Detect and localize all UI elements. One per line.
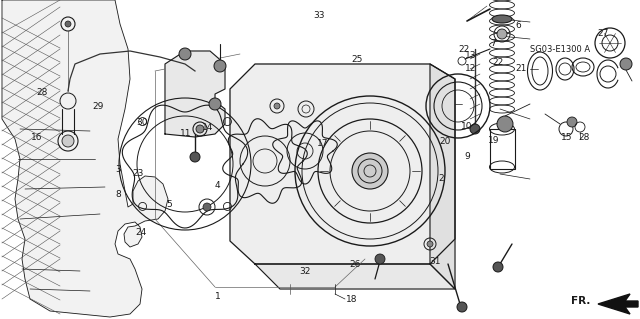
- Text: 11: 11: [180, 130, 191, 138]
- Circle shape: [375, 254, 385, 264]
- Text: 26: 26: [349, 260, 361, 269]
- Text: 29: 29: [92, 102, 104, 111]
- Text: 2: 2: [439, 174, 444, 183]
- Text: 20: 20: [439, 137, 451, 146]
- Text: 24: 24: [135, 228, 147, 237]
- Bar: [490, 129, 515, 169]
- Text: 30: 30: [136, 118, 148, 127]
- Text: 22: 22: [492, 58, 504, 67]
- Text: 4: 4: [215, 181, 220, 189]
- Text: 23: 23: [132, 169, 143, 178]
- Text: 1: 1: [215, 292, 220, 301]
- Circle shape: [196, 125, 204, 133]
- Text: 28: 28: [578, 133, 589, 142]
- Text: 33: 33: [313, 11, 324, 20]
- Polygon shape: [2, 0, 168, 317]
- Circle shape: [209, 98, 221, 110]
- Ellipse shape: [492, 15, 512, 23]
- Text: 15: 15: [561, 133, 572, 142]
- Circle shape: [620, 58, 632, 70]
- Text: 27: 27: [597, 29, 609, 38]
- Text: 31: 31: [429, 257, 441, 266]
- Circle shape: [497, 29, 507, 39]
- Text: 13: 13: [465, 51, 476, 60]
- Text: 28: 28: [36, 88, 47, 97]
- Text: FR.: FR.: [571, 296, 590, 306]
- Polygon shape: [430, 64, 455, 289]
- Circle shape: [457, 302, 467, 312]
- Circle shape: [190, 152, 200, 162]
- Text: 8: 8: [116, 190, 121, 199]
- Text: 5: 5: [167, 200, 172, 209]
- Circle shape: [65, 21, 71, 27]
- Circle shape: [470, 124, 480, 134]
- Polygon shape: [255, 264, 455, 289]
- Text: 19: 19: [488, 136, 500, 145]
- Circle shape: [497, 116, 513, 132]
- Circle shape: [567, 117, 577, 127]
- Text: 12: 12: [465, 64, 476, 73]
- Text: 22: 22: [458, 45, 470, 54]
- Text: SG03-E1300 A: SG03-E1300 A: [530, 44, 590, 54]
- Circle shape: [214, 60, 226, 72]
- Text: 17: 17: [317, 139, 329, 148]
- Circle shape: [62, 135, 74, 147]
- Text: 10: 10: [461, 122, 473, 130]
- Circle shape: [427, 241, 433, 247]
- Circle shape: [274, 103, 280, 109]
- Circle shape: [352, 153, 388, 189]
- Polygon shape: [230, 64, 455, 264]
- Text: 6: 6: [516, 21, 521, 30]
- Circle shape: [203, 203, 211, 211]
- Polygon shape: [598, 294, 638, 314]
- Text: 7: 7: [490, 39, 495, 48]
- Text: 25: 25: [351, 55, 363, 63]
- Text: 18: 18: [346, 295, 358, 304]
- Text: 16: 16: [31, 133, 43, 142]
- Text: 32: 32: [299, 267, 310, 276]
- Polygon shape: [165, 51, 225, 137]
- Text: 14: 14: [202, 123, 214, 132]
- Text: 9: 9: [465, 152, 470, 161]
- Circle shape: [493, 262, 503, 272]
- Text: 3: 3: [116, 165, 121, 174]
- Text: 21: 21: [515, 64, 527, 73]
- Circle shape: [179, 48, 191, 60]
